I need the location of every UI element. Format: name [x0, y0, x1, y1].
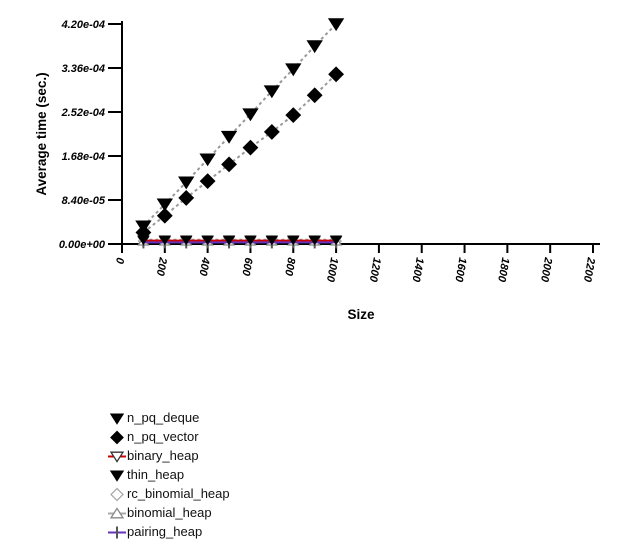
diamond-marker-icon: [285, 107, 302, 124]
tri-down-marker-icon: [242, 108, 259, 122]
tri-down-icon: [108, 451, 126, 463]
plot-svg: 0.00e+00 8.40e-05 1.68e-04 2.52e-04 3.36e-04…: [34, 18, 600, 322]
tri-down-marker-icon: [265, 235, 279, 246]
legend-label: binomial_heap: [127, 505, 212, 520]
x-tick-label: 0: [113, 256, 126, 265]
tri-down-marker-icon: [156, 198, 174, 212]
x-tick-label: 400: [196, 255, 211, 277]
x-tick-label: 800: [282, 256, 297, 277]
y-tick-label: 3.36e-04: [62, 63, 105, 75]
diamond-marker-icon: [328, 66, 345, 83]
plus-icon: [108, 526, 126, 538]
tri-down-marker-icon: [263, 85, 281, 99]
diamond-icon: [110, 430, 124, 444]
tri-down-marker-icon: [287, 235, 300, 246]
tri-down-marker-icon: [285, 63, 302, 77]
diamond-marker-icon: [263, 123, 280, 140]
tri-down-marker-icon: [180, 235, 193, 246]
tri-down-icon: [109, 413, 125, 425]
diamond-marker-icon: [156, 207, 173, 224]
legend-label: pairing_heap: [127, 524, 203, 539]
legend-item-thin_heap: thin_heap: [107, 465, 230, 484]
diamond-marker-icon: [199, 173, 216, 190]
legend-item-binary_heap: binary_heap: [107, 446, 230, 465]
y-axis-title: Average time (sec.): [34, 72, 49, 195]
legend-item-n_pq_vector: n_pq_vector: [107, 427, 230, 446]
tri-down-marker-icon: [329, 235, 343, 246]
legend: n_pq_deque n_pq_vector binary_heap thin_hea…: [107, 408, 230, 541]
legend-label: n_pq_deque: [127, 410, 200, 425]
legend-item-pairing_heap: pairing_heap: [107, 522, 230, 541]
legend-label: thin_heap: [127, 467, 185, 482]
plot-area: 0.00e+00 8.40e-05 1.68e-04 2.52e-04 3.36e-04…: [59, 18, 600, 284]
tri-down-marker-icon: [158, 235, 172, 246]
diamond-marker-icon: [242, 139, 259, 156]
x-tick-label: 1000: [324, 256, 340, 283]
tri-down-marker-icon: [327, 18, 345, 32]
n_pq_vector-line: [142, 73, 337, 234]
y-tick-label: 0.00e+00: [59, 239, 106, 251]
n_pq_deque-line: [142, 23, 337, 227]
tri-down-marker-icon: [308, 235, 321, 246]
y-tick-label: 2.52e-04: [61, 107, 105, 119]
diamond-icon: [110, 487, 124, 501]
legend-label: binary_heap: [127, 448, 199, 463]
x-axis-title: Size: [347, 307, 375, 322]
tri-down-marker-icon: [244, 235, 257, 246]
legend-item-binomial_heap: binomial_heap: [107, 503, 230, 522]
y-tick-label: 8.40e-05: [62, 195, 106, 207]
x-tick-label: 200: [154, 255, 169, 277]
tri-down-marker-icon: [199, 153, 216, 167]
diamond-marker-icon: [178, 189, 195, 206]
x-tick-label: 2000: [538, 255, 554, 283]
axes: [121, 21, 600, 245]
x-tick-label: 1200: [367, 256, 383, 283]
x-tick-label: 2200: [581, 255, 597, 283]
tri-down-marker-icon: [220, 130, 238, 144]
x-tick-label: 600: [239, 256, 254, 277]
tri-down-icon: [109, 470, 125, 482]
y-tick-label: 4.20e-04: [61, 19, 105, 31]
tri-down-marker-icon: [222, 235, 236, 246]
tri-down-marker-icon: [135, 220, 152, 234]
tri-up-icon: [108, 506, 126, 518]
legend-label: n_pq_vector: [127, 429, 199, 444]
legend-item-rc_binomial_heap: rc_binomial_heap: [107, 484, 230, 503]
legend-label: rc_binomial_heap: [127, 486, 230, 501]
diamond-marker-icon: [306, 87, 323, 104]
x-tick-label: 1600: [452, 256, 468, 283]
legend-item-n_pq_deque: n_pq_deque: [107, 408, 230, 427]
y-tick-label: 1.68e-04: [62, 151, 105, 163]
tri-down-marker-icon: [201, 235, 214, 246]
x-tick-label: 1400: [409, 256, 425, 283]
x-tick-label: 1800: [495, 256, 511, 283]
tri-down-marker-icon: [178, 176, 195, 190]
diamond-marker-icon: [221, 156, 237, 173]
tri-down-marker-icon: [306, 40, 323, 54]
